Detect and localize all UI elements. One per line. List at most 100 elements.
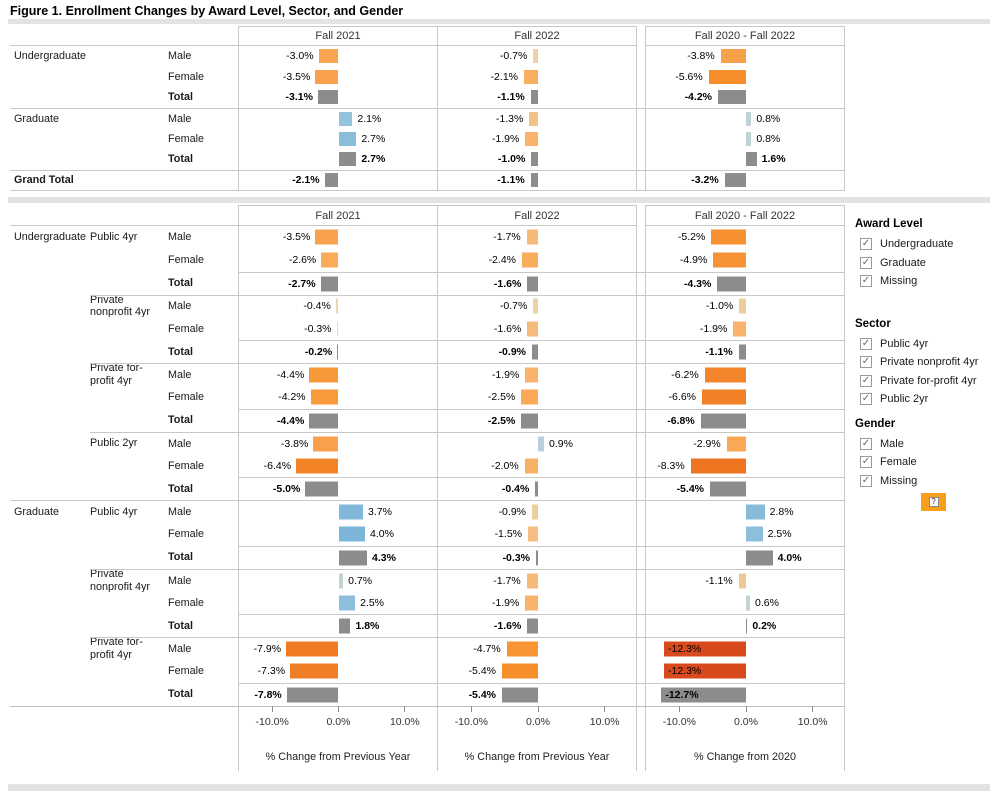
bar[interactable] — [506, 641, 538, 657]
bar[interactable] — [746, 618, 748, 634]
filter-item-male[interactable]: ✓ Male — [855, 435, 997, 454]
bar[interactable] — [524, 69, 538, 84]
bar[interactable] — [724, 173, 746, 188]
bar[interactable] — [535, 481, 538, 497]
checkbox-icon[interactable]: ✓ — [860, 437, 872, 450]
bar[interactable] — [309, 413, 339, 429]
bar[interactable] — [746, 152, 757, 167]
bar[interactable] — [324, 173, 339, 188]
sector-alert-badge[interactable]: ? — [921, 492, 946, 511]
checkbox-icon[interactable]: ✓ — [860, 275, 872, 288]
bar[interactable] — [313, 436, 339, 452]
bar[interactable] — [529, 111, 538, 126]
checkbox-icon[interactable]: ✓ — [860, 374, 872, 387]
bar[interactable] — [531, 152, 538, 167]
checkbox-icon[interactable]: ✓ — [860, 393, 872, 406]
bar[interactable] — [708, 69, 746, 84]
checkbox-icon[interactable]: ✓ — [860, 356, 872, 369]
bar[interactable] — [338, 595, 356, 611]
bar[interactable] — [738, 344, 746, 360]
bar[interactable] — [317, 90, 339, 105]
bar[interactable] — [526, 229, 538, 245]
bar[interactable] — [338, 526, 366, 542]
bar[interactable] — [530, 90, 538, 105]
bar[interactable] — [321, 252, 339, 268]
filter-item-female[interactable]: ✓ Female — [855, 453, 997, 472]
bar[interactable] — [746, 111, 752, 126]
bar[interactable] — [318, 49, 339, 64]
bar[interactable] — [309, 367, 339, 383]
bar[interactable] — [713, 252, 746, 268]
bar[interactable] — [661, 687, 746, 703]
bar[interactable] — [746, 526, 763, 542]
bar[interactable] — [738, 573, 746, 589]
filter-item-graduate[interactable]: ✓ Graduate — [855, 254, 997, 273]
bar[interactable] — [664, 641, 746, 657]
bar[interactable] — [527, 618, 538, 634]
bar[interactable] — [710, 481, 746, 497]
bar[interactable] — [711, 229, 746, 245]
bar[interactable] — [746, 131, 752, 146]
filter-item-public-4yr[interactable]: ✓ Public 4yr — [855, 335, 997, 354]
bar[interactable] — [296, 458, 339, 474]
bar[interactable] — [532, 344, 538, 360]
bar[interactable] — [690, 458, 746, 474]
bar[interactable] — [315, 69, 339, 84]
bar[interactable] — [525, 595, 538, 611]
bar[interactable] — [525, 367, 538, 383]
bar[interactable] — [338, 550, 368, 566]
bar[interactable] — [338, 573, 344, 589]
bar[interactable] — [305, 481, 339, 497]
bar[interactable] — [521, 413, 538, 429]
bar[interactable] — [521, 389, 538, 405]
checkbox-icon[interactable]: ✓ — [860, 456, 872, 469]
bar[interactable] — [528, 526, 538, 542]
bar[interactable] — [524, 458, 538, 474]
bar[interactable] — [746, 595, 750, 611]
bar[interactable] — [286, 687, 339, 703]
bar[interactable] — [700, 413, 746, 429]
filter-item-missing[interactable]: ✓ Missing — [855, 472, 997, 491]
bar[interactable] — [337, 344, 339, 360]
bar[interactable] — [338, 131, 357, 146]
bar[interactable] — [664, 663, 746, 679]
checkbox-icon[interactable]: ✓ — [860, 238, 872, 251]
filter-item-private-nonprofit-4yr[interactable]: ✓ Private nonprofit 4yr — [855, 353, 997, 372]
bar[interactable] — [526, 573, 538, 589]
checkbox-icon[interactable]: ✓ — [860, 474, 872, 487]
bar[interactable] — [336, 321, 339, 337]
filter-item-private-for-profit-4yr[interactable]: ✓ Private for-profit 4yr — [855, 372, 997, 391]
checkbox-icon[interactable]: ✓ — [860, 337, 872, 350]
bar[interactable] — [702, 389, 746, 405]
filter-item-missing[interactable]: ✓ Missing — [855, 272, 997, 291]
bar[interactable] — [338, 111, 353, 126]
bar[interactable] — [525, 131, 538, 146]
filter-item-public-2yr[interactable]: ✓ Public 2yr — [855, 390, 997, 409]
bar[interactable] — [532, 504, 538, 520]
bar[interactable] — [533, 298, 538, 314]
bar[interactable] — [315, 229, 339, 245]
bar[interactable] — [726, 436, 746, 452]
checkbox-icon[interactable]: ✓ — [860, 256, 872, 269]
bar[interactable] — [533, 49, 538, 64]
bar[interactable] — [338, 618, 351, 634]
filter-item-undergraduate[interactable]: ✓ Undergraduate — [855, 235, 997, 254]
bar[interactable] — [704, 367, 746, 383]
bar[interactable] — [733, 321, 746, 337]
bar[interactable] — [538, 436, 544, 452]
bar[interactable] — [290, 663, 339, 679]
bar[interactable] — [718, 90, 746, 105]
bar[interactable] — [746, 550, 773, 566]
bar[interactable] — [717, 276, 746, 292]
bar[interactable] — [320, 276, 339, 292]
bar[interactable] — [335, 298, 339, 314]
bar[interactable] — [720, 49, 746, 64]
bar[interactable] — [502, 663, 538, 679]
bar[interactable] — [502, 687, 538, 703]
bar[interactable] — [310, 389, 339, 405]
bar[interactable] — [338, 504, 364, 520]
bar[interactable] — [527, 276, 538, 292]
bar[interactable] — [527, 321, 538, 337]
bar[interactable] — [338, 152, 357, 167]
bar[interactable] — [739, 298, 746, 314]
